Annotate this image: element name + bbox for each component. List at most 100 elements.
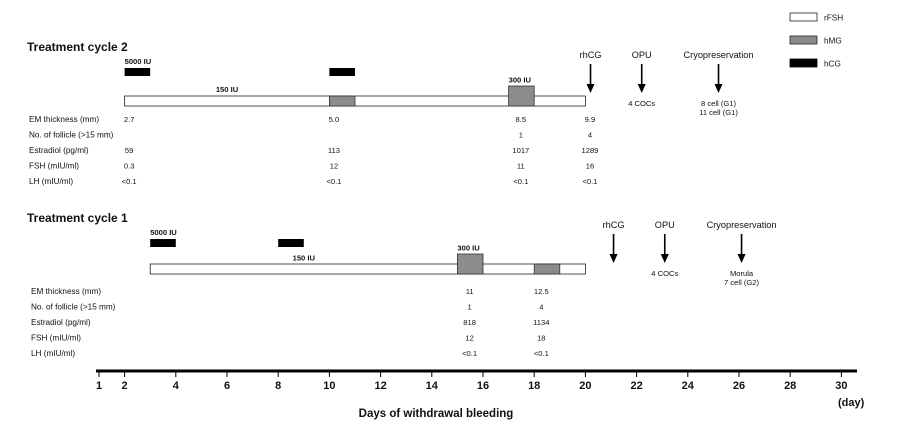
- measurement-value: <0.1: [582, 177, 597, 186]
- measurement-value: 1134: [533, 318, 549, 327]
- measurement-value: 1017: [512, 146, 529, 155]
- rfsh-dose-label: 150 IU: [216, 85, 239, 94]
- axis-tick-label: 8: [275, 380, 281, 392]
- event-label: OPU: [632, 50, 652, 60]
- axis-tick-label: 24: [682, 380, 695, 392]
- hcg-dose-label: 5000 IU: [150, 228, 177, 237]
- hcg-injections: 5000 IU: [150, 228, 304, 247]
- measurement-value: 16: [586, 162, 594, 171]
- hmg-block: [508, 85, 535, 107]
- axis-tick-label: 16: [477, 380, 489, 392]
- lab-measurements-table: EM thickness (mm) 11 12.5 No. of follicle (…: [31, 287, 549, 358]
- measurement-value: 1: [468, 303, 472, 312]
- measurement-value: <0.1: [122, 177, 137, 186]
- measurement-row-label: No. of follicle (>15 mm): [29, 131, 114, 140]
- axis-tick-label: 30: [835, 380, 847, 392]
- hcg-block: [150, 239, 176, 247]
- axis-tick-label: 18: [528, 380, 540, 392]
- measurement-value: <0.1: [326, 177, 341, 186]
- measurement-value: 59: [125, 146, 133, 155]
- measurement-value: 9.9: [585, 115, 596, 124]
- hcg-block: [278, 239, 304, 247]
- measurement-value: 2.7: [124, 115, 135, 124]
- rfsh-hmg-stimulation: 150 IU 300 IU: [149, 244, 586, 275]
- hcg-dose-label: 5000 IU: [125, 57, 152, 66]
- axis-tick-label: 12: [374, 380, 386, 392]
- measurement-value: 4: [539, 303, 543, 312]
- axis-tick-label: 1: [96, 380, 102, 392]
- measurement-value: <0.1: [513, 177, 528, 186]
- event-arrow-head: [609, 254, 618, 263]
- measurement-value: 818: [463, 318, 476, 327]
- measurement-value: 11: [517, 162, 525, 171]
- measurement-row-label: FSH (mIU/ml): [31, 334, 81, 343]
- event-label: Cryopreservation: [684, 50, 754, 60]
- legend-swatch-rfsh: [789, 12, 818, 22]
- measurement-value: 18: [537, 334, 545, 343]
- axis-tick-label: 6: [224, 380, 230, 392]
- event-note: 7 cell (G2): [724, 278, 759, 287]
- hcg-injections: 5000 IU: [124, 57, 355, 76]
- day-axis: 1 2 4 6 8 10 12 14 16 18 20 22 24 26 28 30 (day) Days o…: [96, 369, 865, 420]
- measurement-row-label: LH (mIU/ml): [31, 349, 75, 358]
- event-note: 8 cell (G1): [701, 99, 736, 108]
- axis-title: Days of withdrawal bleeding: [359, 408, 514, 420]
- axis-tick-label: 2: [122, 380, 128, 392]
- measurement-value: 12.5: [534, 287, 549, 296]
- measurement-row-label: FSH (mIU/ml): [29, 162, 79, 171]
- hmg-dose-label: 300 IU: [457, 244, 480, 253]
- measurement-value: 0.3: [124, 162, 135, 171]
- event-arrow-head: [714, 84, 723, 93]
- event-arrow-head: [586, 84, 595, 93]
- event-arrow-head: [637, 84, 646, 93]
- axis-tick-label: 26: [733, 380, 745, 392]
- event-label: OPU: [655, 220, 675, 230]
- rfsh-bar: [149, 263, 586, 275]
- legend-swatch-hcg: [789, 58, 818, 68]
- hmg-dose-label: 300 IU: [509, 76, 532, 85]
- measurement-value: 1: [519, 131, 523, 140]
- lab-measurements-table: EM thickness (mm) 2.7 5.0 8.5 9.9 No. of foll…: [29, 115, 598, 186]
- rfsh-hmg-stimulation: 150 IU 300 IU: [124, 76, 586, 107]
- axis-tick-label: 14: [426, 380, 439, 392]
- event-note: 11 cell (G1): [699, 108, 738, 117]
- cycle-title: Treatment cycle 2: [27, 40, 128, 54]
- legend-label-hcg: hCG: [824, 60, 841, 69]
- measurement-row-label: Estradiol (pg/ml): [29, 146, 89, 155]
- axis-tick-label: 22: [630, 380, 642, 392]
- hmg-block: [533, 263, 561, 275]
- measurement-row-label: No. of follicle (>15 mm): [31, 303, 116, 312]
- measurement-value: 1289: [582, 146, 599, 155]
- treatment-cycle-2-panel: Treatment cycle 2 5000 IU 150 IU 300 IU r…: [27, 40, 754, 186]
- legend-swatch-hmg: [789, 35, 818, 45]
- measurement-value: <0.1: [462, 349, 477, 358]
- legend: rFSH hMG hCG: [789, 12, 843, 69]
- measurement-value: <0.1: [534, 349, 549, 358]
- event-note: Morula: [730, 269, 754, 278]
- axis-ticks: 1 2 4 6 8 10 12 14 16 18 20 22 24 26 28 30: [96, 371, 848, 392]
- hcg-block: [329, 68, 355, 76]
- event-label: rhCG: [580, 50, 602, 60]
- measurement-value: 11: [466, 287, 474, 296]
- event-label: Cryopreservation: [707, 220, 777, 230]
- rfsh-dose-label: 150 IU: [293, 254, 316, 263]
- measurement-value: 12: [330, 162, 338, 171]
- legend-label-hmg: hMG: [824, 37, 842, 46]
- axis-tick-label: 20: [579, 380, 591, 392]
- cycle-title: Treatment cycle 1: [27, 211, 128, 225]
- axis-tick-label: 4: [173, 380, 180, 392]
- treatment-cycle-1-panel: Treatment cycle 1 5000 IU 150 IU 300 IU r…: [27, 211, 777, 358]
- hcg-block: [124, 68, 151, 76]
- measurement-row-label: EM thickness (mm): [29, 115, 99, 124]
- measurement-value: 113: [328, 146, 340, 155]
- axis-tick-label: 28: [784, 380, 796, 392]
- event-note: 4 COCs: [651, 269, 678, 278]
- event-arrow-head: [737, 254, 746, 263]
- measurement-row-label: EM thickness (mm): [31, 287, 101, 296]
- legend-label-rfsh: rFSH: [824, 14, 843, 23]
- measurement-value: 4: [588, 131, 592, 140]
- event-note: 4 COCs: [628, 99, 655, 108]
- procedure-events: rhCG OPU 4 COCs Cryopreservation 8 cell (G1)…: [580, 50, 754, 117]
